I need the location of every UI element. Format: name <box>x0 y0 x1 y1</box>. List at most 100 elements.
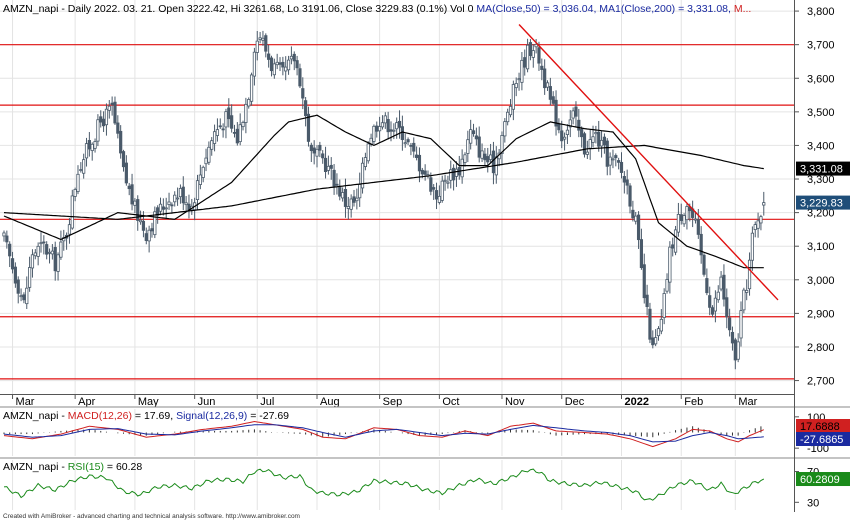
price-candle-body <box>252 51 257 77</box>
price-candle-body <box>722 274 726 300</box>
price-candle-body <box>56 254 60 272</box>
price-candle-body <box>10 258 15 270</box>
price-candle-body <box>378 126 382 132</box>
price-candle-body <box>543 68 547 89</box>
price-candle-body <box>602 136 607 146</box>
price-candle-body <box>218 125 222 128</box>
price-candle-body <box>517 78 521 81</box>
price-x-tick-label: Nov <box>505 396 525 408</box>
price-candle-body <box>676 213 681 233</box>
price-candle-body <box>696 219 700 235</box>
price-candle-body <box>292 53 296 62</box>
price-panel: 3,800 3,700 3,600 3,500 3,400 3,300 3,200 3,100… <box>0 0 850 408</box>
price-candle-body <box>164 207 168 210</box>
price-tag-label: 3,331.08 <box>800 164 843 176</box>
price-candle-body <box>170 204 174 207</box>
price-candle-body <box>483 153 487 161</box>
price-candle-body <box>346 206 350 209</box>
price-candle-body <box>619 161 624 173</box>
price-candle-body <box>352 196 356 203</box>
price-candle-body <box>631 209 635 219</box>
price-y-axis: 3,800 3,700 3,600 3,500 3,400 3,300 3,200 3,100… <box>794 6 835 388</box>
price-candle-body <box>417 154 422 172</box>
price-candle-body <box>545 82 550 88</box>
price-y-tick-label: 3,600 <box>807 73 835 85</box>
price-candle-body <box>121 151 126 168</box>
price-candle-body <box>571 110 575 119</box>
price-candle-body <box>267 53 271 60</box>
price-candle-body <box>423 170 427 175</box>
price-candle-body <box>332 169 336 187</box>
price-candle-body <box>167 201 171 205</box>
price-header-ma200: MA1(Close,200) = 3,331.08, <box>596 3 731 15</box>
price-candle-body <box>745 289 749 293</box>
price-header-more: M... <box>731 3 751 15</box>
price-candle-body <box>682 215 686 225</box>
price-candle-body <box>329 164 333 169</box>
price-candle-body <box>158 203 163 212</box>
price-candle-body <box>178 188 183 198</box>
price-candle-body <box>70 195 74 229</box>
price-candle-body <box>440 180 444 201</box>
price-candle-body <box>759 216 763 224</box>
price-candle-body <box>508 106 513 116</box>
price-candle-body <box>349 198 353 210</box>
price-candle-body <box>562 136 567 140</box>
price-candle-body <box>116 122 120 134</box>
price-candle-body <box>548 86 552 100</box>
price-candle-body <box>739 310 743 339</box>
price-candle-body <box>523 57 527 68</box>
price-candle-body <box>551 96 555 104</box>
price-candle-body <box>107 105 111 111</box>
macd-header-signal-value: = -27.69 <box>247 410 289 422</box>
rsi-tags: 60.2809 <box>796 472 850 487</box>
price-candle-body <box>73 189 77 197</box>
price-candle-body <box>295 60 299 69</box>
price-header: AMZN_napi - Daily 2022. 03. 21. Open 322… <box>3 3 751 15</box>
trend-line <box>518 24 779 301</box>
price-plot-area <box>1 1 794 394</box>
price-y-tick-label: 3,000 <box>807 275 835 287</box>
price-candle-body <box>59 241 63 258</box>
price-x-tick-label: 2022 <box>624 396 648 408</box>
price-candle-body <box>395 122 399 130</box>
price-x-tick-label: Aug <box>320 396 340 408</box>
price-candle-body <box>76 173 80 192</box>
price-candle-body <box>36 245 40 257</box>
price-candle-body <box>511 84 515 110</box>
price-candle-body <box>221 128 225 131</box>
macd-series-line-signal <box>3 424 764 443</box>
price-candle-body <box>756 220 760 229</box>
macd-header-symbol: AMZN_napi <box>3 410 58 422</box>
ma200-line <box>3 144 764 220</box>
price-candle-body <box>471 130 476 135</box>
price-candle-body <box>13 266 17 284</box>
price-x-axis: Mar Apr May Jun Jul Aug Sep Oct Nov Dec 2022 Feb Mar <box>0 394 794 408</box>
macd-histogram <box>3 426 762 438</box>
price-candle-body <box>597 131 601 147</box>
price-candle-body <box>710 307 715 315</box>
price-candle-body <box>184 202 188 206</box>
price-candles <box>2 30 766 370</box>
price-candle-body <box>341 192 345 199</box>
price-candle-body <box>708 295 712 308</box>
price-candle-body <box>212 131 217 144</box>
price-candle-body <box>557 123 561 131</box>
price-candle-body <box>540 65 544 70</box>
price-candle-body <box>719 276 723 290</box>
price-candle-body <box>656 328 661 337</box>
price-candle-body <box>568 119 572 128</box>
price-candle-body <box>224 111 228 128</box>
price-candle-body <box>306 113 311 142</box>
price-y-tick-label: 3,200 <box>807 208 835 220</box>
price-candle-body <box>693 218 698 221</box>
price-candle-body <box>392 129 396 132</box>
rsi-gridlines <box>12 460 736 510</box>
price-candle-body <box>716 291 720 301</box>
price-candle-body <box>537 47 541 64</box>
price-y-tick-label: 3,800 <box>807 6 835 18</box>
price-candle-body <box>22 294 26 301</box>
price-candle-body <box>403 142 407 145</box>
price-candle-body <box>463 154 467 163</box>
price-candle-body <box>130 184 134 205</box>
